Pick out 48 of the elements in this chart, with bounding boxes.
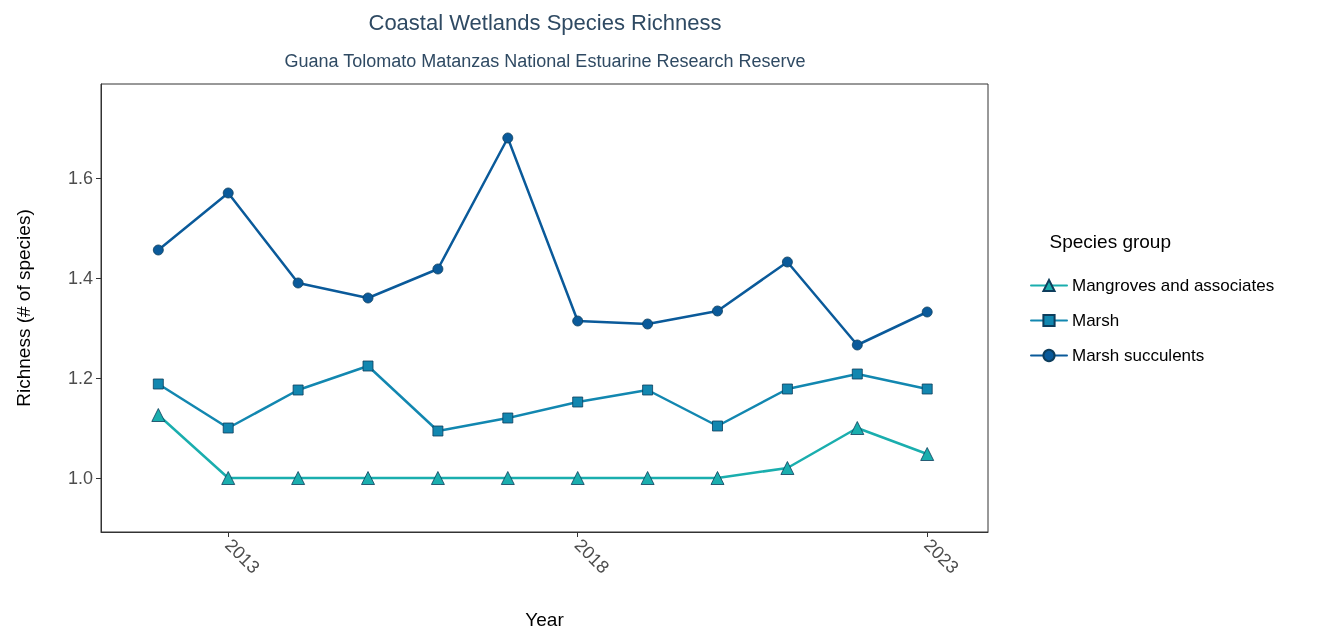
point [921, 383, 933, 395]
point [151, 408, 166, 422]
y-tick-label: 1.2 [67, 368, 93, 388]
point [920, 447, 935, 461]
point [850, 421, 865, 435]
point [710, 471, 725, 485]
y-axis-title: Richness (# of species) [13, 209, 34, 407]
point [782, 256, 793, 268]
point [222, 422, 234, 434]
point [291, 471, 306, 485]
point [712, 420, 723, 432]
point [572, 315, 584, 327]
point [780, 461, 795, 475]
point [432, 263, 444, 275]
point [781, 383, 793, 395]
point [292, 384, 304, 396]
legend-label: Mangroves and associates [1072, 276, 1275, 295]
point [292, 277, 304, 289]
point [921, 306, 933, 318]
legend-label: Marsh succulents [1072, 346, 1205, 365]
x-axis-title: Year [525, 609, 565, 630]
point [362, 360, 374, 372]
point [642, 318, 653, 330]
chart-subtitle: Guana Tolomato Matanzas National Estuarine Research Reserve [284, 51, 806, 71]
point [570, 471, 585, 485]
point [432, 425, 444, 437]
point [361, 471, 375, 485]
point [502, 412, 514, 424]
y-tick-label: 1.4 [67, 268, 93, 288]
point [712, 305, 723, 317]
point [851, 339, 863, 351]
y-tick-label: 1.6 [67, 168, 93, 188]
point [500, 471, 515, 485]
legend-title: Species group [1049, 231, 1171, 252]
legend-label: Marsh [1072, 311, 1120, 330]
point [502, 132, 514, 144]
point [851, 368, 863, 380]
point [222, 187, 234, 199]
point [221, 471, 236, 485]
y-tick-label: 1.0 [67, 468, 93, 488]
point [642, 384, 653, 396]
point [152, 378, 164, 390]
point [640, 471, 655, 485]
point [572, 396, 584, 408]
point [362, 292, 374, 304]
point [431, 471, 445, 485]
point [152, 244, 164, 256]
chart-title: Coastal Wetlands Species Richness [368, 9, 722, 35]
